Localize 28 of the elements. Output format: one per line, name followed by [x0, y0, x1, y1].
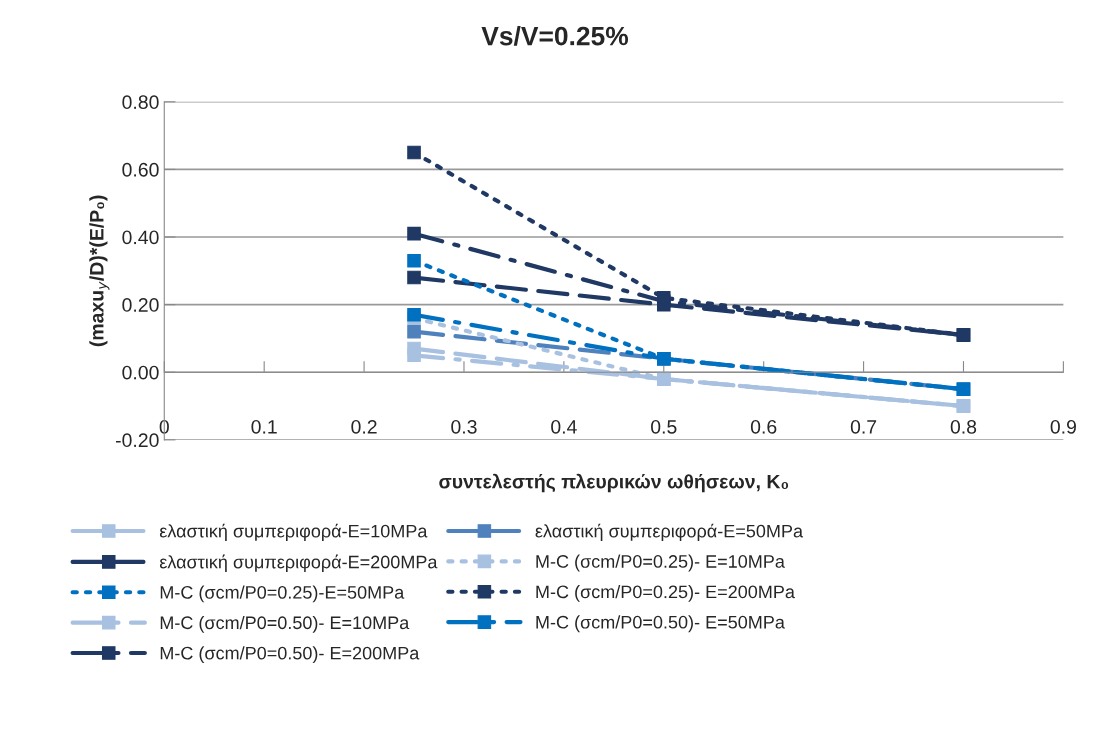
y-tick-label: 0.80 — [122, 95, 159, 110]
chart-title: Vs/V=0.25% — [481, 26, 629, 46]
x-tick-label: 0.5 — [651, 419, 677, 434]
x-tick-label: 0.7 — [850, 419, 877, 434]
x-tick-label: 0.4 — [551, 419, 577, 434]
x-tick-label: 0.3 — [451, 419, 477, 434]
x-axis-title: συντελεστής πλευρικών ωθήσεων, K₀ — [439, 473, 789, 493]
y-tick-label: 0.60 — [122, 162, 159, 177]
y-tick-label: 0.00 — [122, 365, 159, 380]
legend-label: M-C (σcm/P0=0.25)- E=10MPa — [536, 554, 785, 572]
x-tick-label: 0.2 — [351, 419, 377, 434]
x-tick-label: 0.6 — [750, 419, 777, 434]
legend-label: M-C (σcm/P0=0.25)- E=200MPa — [536, 584, 795, 602]
legend-label: M-C (σcm/P0=0.25)-E=50MPa — [160, 585, 405, 603]
y-axis-title: (maxu$_{y}$/D)*(E/P₀) — [89, 195, 110, 347]
legend-label: M-C (σcm/P0=0.50)- E=50MPa — [536, 615, 785, 633]
x-tick-label: 0.1 — [251, 419, 277, 434]
y-tick-label: 0.40 — [122, 230, 159, 245]
x-tick-label: 0.9 — [1050, 419, 1076, 434]
x-tick-label: 0.8 — [950, 419, 977, 434]
legend-label: M-C (σcm/P0=0.50)- E=10MPa — [160, 615, 410, 633]
legend-label: ελαστική συμπεριφορά-E=50MPa — [535, 523, 804, 542]
x-tick-label: 0 — [159, 419, 169, 434]
legend-label: ελαστική συμπεριφορά-E=10MPa — [159, 523, 428, 542]
y-tick-label: 0.20 — [122, 298, 159, 312]
legend-label: M-C (σcm/P0=0.50)- E=200MPa — [160, 646, 420, 664]
y-tick-label: -0.20 — [115, 433, 159, 448]
legend-label: ελαστική συμπεριφορά-E=200MPa — [159, 554, 438, 572]
